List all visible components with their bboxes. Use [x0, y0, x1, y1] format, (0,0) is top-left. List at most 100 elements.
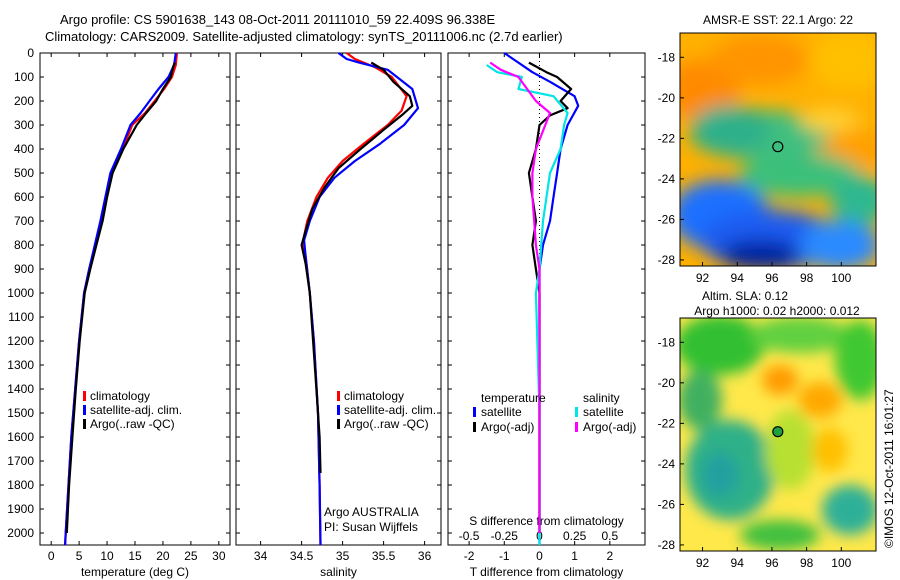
map-panel-1: 92 94 96 98 100 -18 -20 -22 -24 -26 -28 AMSR-E SST:… — [658, 13, 877, 285]
y-tick-label: 1100 — [8, 310, 34, 324]
series-line-4 — [489, 61, 552, 533]
y-tick-label: 800 — [14, 238, 34, 252]
x-tick-label: 98 — [800, 556, 814, 570]
s-diff-tick-label: 0.25 — [563, 529, 587, 543]
series-line-2 — [64, 52, 177, 546]
x-axis-label: T difference from climatology — [470, 565, 624, 579]
legend-swatch — [83, 391, 86, 401]
y-tick-label: 0 — [27, 46, 34, 60]
x-tick-label: 34.5 — [290, 549, 314, 563]
sla-map-title-line2: Argo h1000: 0.02 h2000: 0.012 — [694, 304, 860, 318]
map-panel-2: 92 94 96 98 100 -18 -20 -22 -24 -26 -28 Altim. SLA:… — [658, 289, 877, 570]
y-tick-label: -24 — [658, 457, 676, 471]
x-tick-label: 35.5 — [372, 549, 396, 563]
x-tick-label: 10 — [100, 549, 114, 563]
y-tick-label: 700 — [14, 214, 34, 228]
x-tick-label: 98 — [800, 271, 814, 285]
y-tick-label: 2000 — [7, 526, 34, 540]
y-tick-label: 1300 — [7, 358, 34, 372]
y-tick-label: -28 — [658, 253, 676, 267]
s-diff-axis-label: S difference from climatology — [469, 514, 624, 528]
x-tick-label: 92 — [696, 271, 710, 285]
x-tick-label: 1 — [571, 549, 578, 563]
y-tick-label: -22 — [658, 416, 676, 430]
y-tick-label: -20 — [658, 376, 676, 390]
x-tick-label: -1 — [499, 549, 510, 563]
x-tick-label: 96 — [765, 556, 779, 570]
x-tick-label: 100 — [831, 556, 851, 570]
plot-frame — [447, 52, 646, 546]
x-tick-label: 92 — [696, 556, 710, 570]
series-line-3 — [65, 62, 176, 534]
y-tick-label: 600 — [14, 190, 34, 204]
x-tick-label: 94 — [731, 271, 745, 285]
x-tick-label: 15 — [128, 549, 142, 563]
y-tick-label: 1000 — [7, 286, 34, 300]
y-tick-label: 1700 — [7, 454, 34, 468]
profile-panel-3: -2 -1 0 1 2 T difference from climatology -0.5… — [447, 52, 646, 579]
sla-map-title-line1: Altim. SLA: 0.12 — [702, 289, 788, 303]
y-tick-label: -22 — [658, 131, 676, 145]
argo-location-marker — [772, 141, 784, 153]
s-diff-tick-label: -0.5 — [459, 529, 480, 543]
y-tick-label: -18 — [658, 335, 676, 349]
legend-swatch — [83, 405, 86, 415]
y-tick-label: 200 — [14, 94, 34, 108]
x-tick-label: 35 — [336, 549, 350, 563]
legend-swatch — [337, 391, 340, 401]
legend-swatch — [473, 407, 476, 417]
y-tick-label: -20 — [658, 91, 676, 105]
sst-map-field — [680, 33, 876, 266]
legend-entry: satellite-adj. clim. — [90, 403, 182, 417]
x-tick-label: 20 — [156, 549, 170, 563]
figure-title-line2: Climatology: CARS2009. Satellite-adjuste… — [45, 29, 563, 44]
legend-entry: satellite — [481, 405, 522, 419]
y-tick-label: 500 — [14, 166, 34, 180]
map-frame — [679, 317, 877, 552]
y-tick-label: -28 — [658, 538, 676, 552]
y-tick-label: 1800 — [7, 478, 34, 492]
y-tick-label: 1600 — [7, 430, 34, 444]
series-line-3 — [300, 61, 414, 474]
legend-swatch — [337, 405, 340, 415]
series-line-1 — [64, 52, 178, 546]
figure-title-line1: Argo profile: CS 5901638_143 08-Oct-2011… — [60, 12, 496, 27]
legend-swatch — [83, 419, 86, 429]
legend-entry: satellite-adj. clim. — [344, 403, 436, 417]
y-tick-label: 1500 — [7, 406, 34, 420]
s-diff-tick-label: 0.5 — [601, 529, 618, 543]
x-tick-label: 25 — [184, 549, 198, 563]
y-tick-label: -24 — [658, 172, 676, 186]
footer-credit: ©IMOS 12-Oct-2011 16:01:27 — [882, 389, 896, 548]
x-tick-label: 2 — [606, 549, 613, 563]
series-line-1 — [503, 52, 580, 545]
y-tick-label: -26 — [658, 212, 676, 226]
legend-entry: Argo(..raw -QC) — [344, 417, 429, 431]
series-line-3 — [486, 64, 569, 545]
argo-location-marker — [772, 426, 784, 438]
y-tick-label: 900 — [14, 262, 34, 276]
y-tick-label: 1400 — [7, 382, 34, 396]
x-tick-label: 30 — [212, 549, 226, 563]
s-diff-tick-label: -0.25 — [491, 529, 519, 543]
x-tick-label: 0 — [48, 549, 55, 563]
legend-entry: Argo(-adj) — [481, 420, 534, 434]
y-tick-label: 100 — [14, 70, 34, 84]
legend-swatch — [473, 422, 476, 432]
argo-group-label: Argo AUSTRALIA — [324, 505, 419, 519]
legend-swatch — [575, 422, 578, 432]
sla-map-field — [680, 318, 876, 551]
y-tick-label: 1200 — [7, 334, 34, 348]
y-tick-label: 300 — [14, 118, 34, 132]
legend-entry: climatology — [90, 389, 150, 403]
x-tick-label: 96 — [765, 271, 779, 285]
x-tick-label: 34 — [254, 549, 268, 563]
profile-panel-2: 34 34.5 35 35.5 36 salinity climatologysatelli… — [235, 52, 442, 579]
y-tick-label: -18 — [658, 50, 676, 64]
legend-entry: Argo(-adj) — [583, 420, 636, 434]
x-tick-label: 0 — [536, 549, 543, 563]
legend-entry: satellite — [583, 405, 624, 419]
y-tick-label: -26 — [658, 497, 676, 511]
profile-panel-1: 0100200300400500600700800900100011001200… — [7, 46, 231, 579]
